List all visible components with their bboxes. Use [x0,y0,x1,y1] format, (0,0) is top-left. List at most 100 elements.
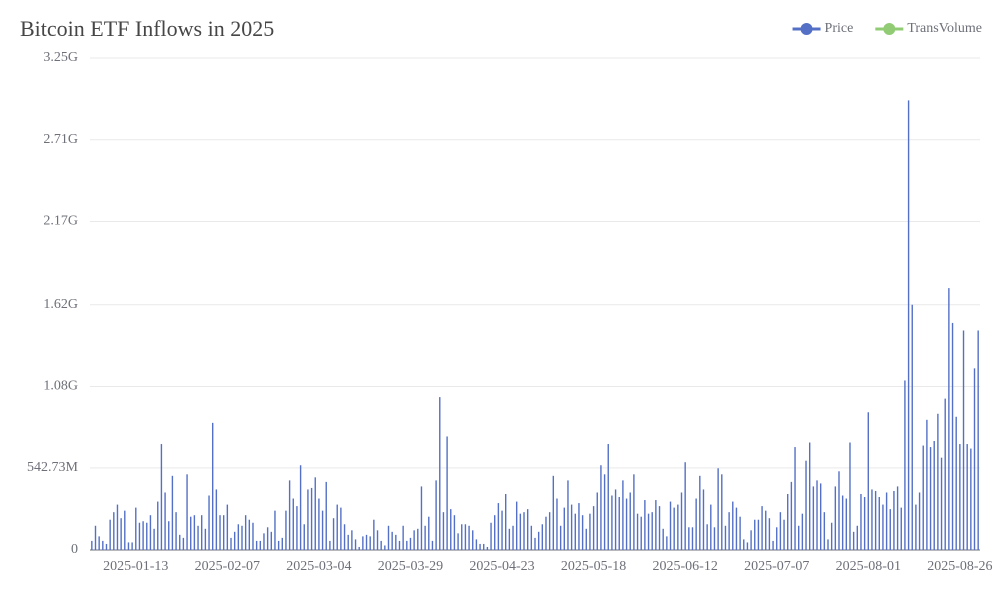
bar [490,522,492,550]
bar [951,322,954,550]
bar [124,510,126,550]
bar [717,468,719,550]
bar [479,543,481,550]
bar [105,543,108,550]
bar [340,507,342,550]
bar [387,525,390,550]
x-tick-label: 2025-06-12 [653,559,718,574]
bar [120,518,122,550]
bar [534,537,536,550]
bar [801,513,804,550]
x-tick-label: 2025-05-18 [561,559,626,574]
bar [871,489,873,550]
bar [179,534,181,550]
bar [907,100,910,550]
bar [852,531,855,550]
bar [724,525,727,550]
bar [171,475,174,550]
bar [351,530,353,550]
bar [435,480,437,550]
bar [816,480,818,550]
bar [669,501,672,550]
bar [402,525,404,550]
bar [252,522,254,550]
bar [226,504,229,550]
bar [259,540,262,550]
bar [164,492,166,550]
bar [424,525,426,550]
bar [732,501,734,550]
bar [186,474,188,550]
bar [779,512,782,550]
bar [321,510,324,550]
legend-label: Price [825,21,854,36]
x-tick-label: 2025-02-07 [195,559,260,574]
bar [314,477,316,550]
bar [270,531,272,550]
bar [541,524,544,550]
bar [794,447,796,550]
bar [91,540,93,550]
bar [446,436,448,550]
bar [464,524,467,550]
bar [175,512,177,550]
bar [728,512,730,550]
bar [472,530,474,550]
bar [933,441,935,550]
bar [413,530,415,550]
bar [948,288,950,550]
bar [959,444,961,550]
bar [834,486,837,550]
chart-title: Bitcoin ETF Inflows in 2025 [20,16,274,41]
bar [658,506,661,550]
bar [739,516,741,550]
bar [603,474,606,550]
bar [453,515,456,550]
bar [354,539,357,550]
bar [808,442,811,550]
bar [713,527,716,550]
bar [149,515,152,550]
bar [940,457,943,550]
bar [666,536,668,550]
bar [406,540,408,550]
bar [893,490,895,550]
bar [680,492,683,550]
bar [563,507,566,550]
bar [702,489,705,550]
bar [332,518,335,550]
bar [812,486,815,550]
bar [127,542,130,550]
bar [552,475,555,550]
bar [622,480,624,550]
y-tick-label: 3.25G [43,50,78,65]
bar [721,474,723,550]
bar [391,531,393,550]
bar [556,498,558,550]
bar [746,542,749,550]
bar [219,515,221,550]
y-tick-label: 2.17G [43,214,78,229]
bar [918,492,921,550]
bar [889,509,891,550]
bar [442,512,445,550]
bar [629,492,631,550]
bar [570,504,573,550]
bar [618,497,620,550]
bar [611,495,613,550]
bar [592,506,595,550]
bar [955,416,957,550]
bar [380,540,382,550]
legend-label: TransVolume [907,21,982,36]
bar [699,475,701,550]
bar [211,422,214,550]
bar [310,487,313,550]
y-tick-label: 2.71G [43,132,78,147]
bar [102,540,104,550]
bar [307,489,309,550]
bar [926,419,928,550]
bar [911,304,913,550]
bar [146,522,148,550]
x-tick-label: 2025-08-01 [836,559,901,574]
bar [849,442,851,550]
